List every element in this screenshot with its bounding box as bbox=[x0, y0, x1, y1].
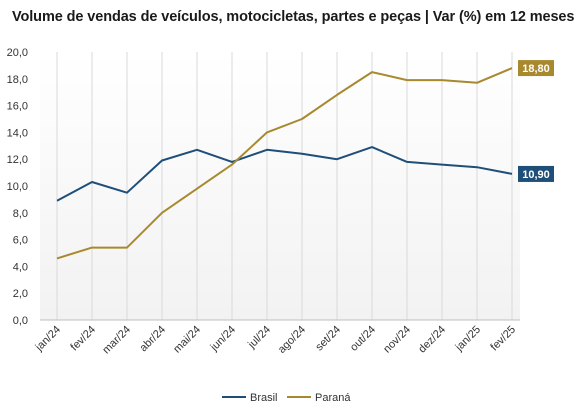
x-tick-label: jul/24 bbox=[245, 324, 273, 352]
y-tick-label: 6,0 bbox=[13, 235, 28, 247]
x-tick-label: jan/24 bbox=[33, 324, 63, 354]
x-tick-label: fev/25 bbox=[488, 324, 518, 354]
y-tick-label: 0,0 bbox=[13, 315, 28, 327]
x-tick-label: nov/24 bbox=[381, 324, 413, 356]
x-tick-label: fev/24 bbox=[68, 324, 98, 354]
y-tick-label: 2,0 bbox=[13, 288, 28, 300]
x-tick-label: ago/24 bbox=[276, 324, 308, 356]
series-line-brasil bbox=[56, 146, 513, 202]
y-tick-label: 4,0 bbox=[13, 261, 28, 273]
end-label-box bbox=[518, 60, 554, 77]
plot-area bbox=[40, 52, 520, 320]
y-tick-label: 12,0 bbox=[7, 154, 28, 166]
x-tick-label: mar/24 bbox=[100, 324, 133, 357]
x-tick-label: out/24 bbox=[348, 324, 378, 354]
y-tick-label: 18,0 bbox=[7, 74, 28, 86]
x-tick-label: jan/25 bbox=[453, 324, 483, 354]
legend-label: Brasil bbox=[250, 392, 278, 404]
y-tick-label: 20,0 bbox=[7, 47, 28, 59]
end-label-text: 18,80 bbox=[522, 63, 550, 75]
end-label-text: 10,90 bbox=[522, 169, 550, 181]
x-tick-label: set/24 bbox=[313, 324, 343, 354]
y-tick-label: 14,0 bbox=[7, 127, 28, 139]
y-tick-label: 10,0 bbox=[7, 181, 28, 193]
x-tick-label: jun/24 bbox=[208, 324, 238, 354]
legend-label: Paraná bbox=[315, 392, 351, 404]
end-label-box bbox=[518, 165, 554, 182]
chart-title: Volume de vendas de veículos, motociclet… bbox=[12, 9, 575, 25]
x-tick-label: abr/24 bbox=[138, 324, 169, 355]
y-tick-label: 8,0 bbox=[13, 208, 28, 220]
x-tick-label: mai/24 bbox=[171, 324, 203, 356]
x-tick-label: dez/24 bbox=[416, 324, 448, 356]
series-line-parana bbox=[56, 67, 513, 260]
y-tick-label: 16,0 bbox=[7, 101, 28, 113]
